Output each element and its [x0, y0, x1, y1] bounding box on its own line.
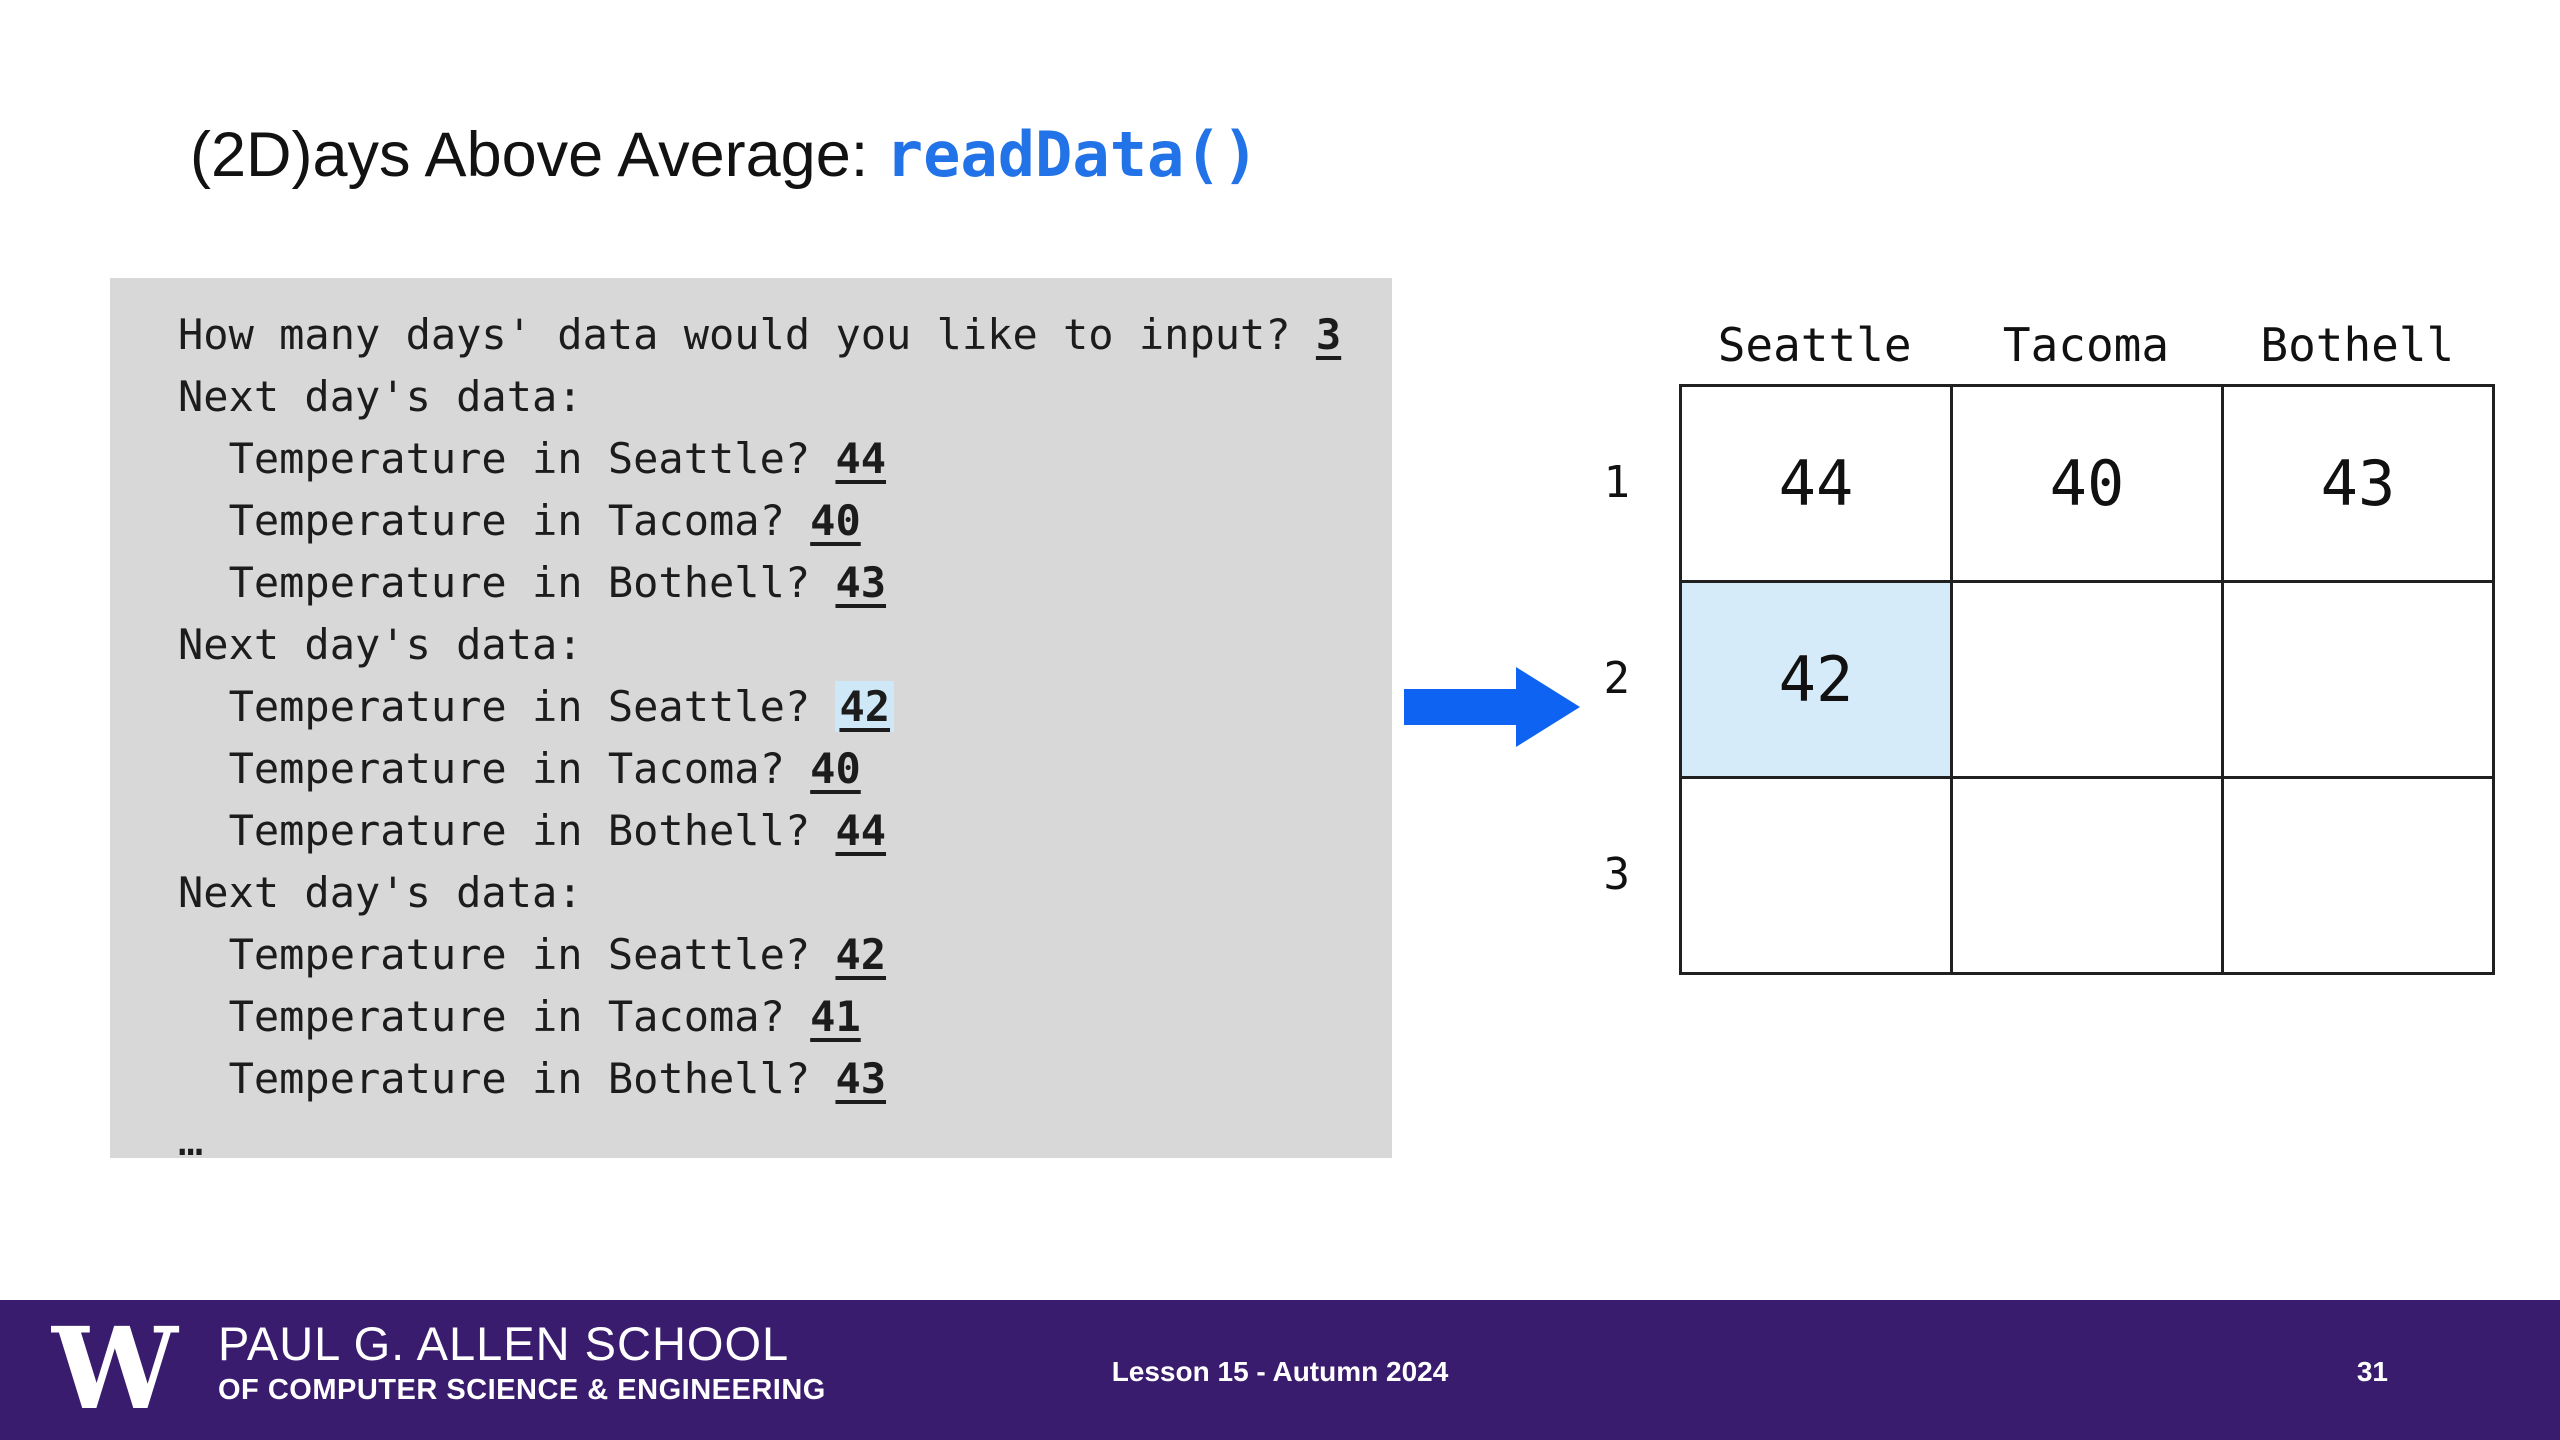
lesson-label: Lesson 15 - Autumn 2024: [1111, 1356, 1449, 1387]
grid-cell: [1679, 776, 1953, 975]
console-prompt: …: [178, 1116, 204, 1165]
console-input-value: 44: [835, 806, 887, 855]
uw-logo: W: [52, 1304, 178, 1435]
grid-row-label: 1: [1603, 456, 1631, 508]
temperature-grid: 44 40 43 42: [1679, 384, 2495, 975]
school-name-line1: PAUL G. ALLEN SCHOOL: [218, 1317, 790, 1370]
arrow-right-icon: [1404, 662, 1580, 752]
console-input-value: 41: [810, 992, 861, 1041]
grid-cell: [2221, 580, 2495, 779]
console-line: Next day's data:: [178, 614, 1392, 676]
console-prompt: Temperature in Seattle?: [178, 434, 836, 483]
console-line: Temperature in Tacoma? 41: [178, 986, 1392, 1048]
console-prompt: Temperature in Seattle?: [178, 682, 836, 731]
console-line: Temperature in Seattle? 44: [178, 428, 1392, 490]
console-input-value: 40: [810, 744, 861, 793]
footer-bar: W PAUL G. ALLEN SCHOOL OF COMPUTER SCIEN…: [0, 1300, 2560, 1440]
console-prompt: Next day's data:: [178, 620, 583, 669]
console-input-value: 42: [835, 681, 895, 732]
grid-column-header: Seattle: [1717, 318, 1912, 372]
grid-column-header: Bothell: [2260, 318, 2455, 372]
grid-cell: [1950, 580, 2224, 779]
console-prompt: Temperature in Tacoma?: [178, 496, 811, 545]
grid-cell: 44: [1679, 384, 1953, 583]
grid-column-headers: Seattle Tacoma Bothell: [1679, 318, 2493, 378]
console-prompt: Temperature in Bothell?: [178, 1054, 836, 1103]
console-prompt: Temperature in Tacoma?: [178, 992, 811, 1041]
grid-cell: [1950, 776, 2224, 975]
console-line: How many days' data would you like to in…: [178, 304, 1392, 366]
grid-row-label: 2: [1603, 652, 1631, 704]
console-line: Next day's data:: [178, 366, 1392, 428]
grid-row-labels: 1 2 3: [1560, 384, 1640, 972]
console-input-value: 40: [810, 496, 861, 545]
console-prompt: Temperature in Bothell?: [178, 558, 836, 607]
console-prompt: Temperature in Tacoma?: [178, 744, 811, 793]
grid-cell: 43: [2221, 384, 2495, 583]
console-line: Temperature in Bothell? 44: [178, 800, 1392, 862]
console-input-value: 43: [835, 1054, 887, 1103]
console-line: Next day's data:: [178, 862, 1392, 924]
grid-cell: 42: [1679, 580, 1953, 779]
slide-title-code: readData(): [885, 118, 1260, 191]
grid-row: 42: [1679, 580, 2495, 779]
grid-cell: [2221, 776, 2495, 975]
console-prompt: How many days' data would you like to in…: [178, 310, 1316, 359]
console-line: Temperature in Seattle? 42: [178, 924, 1392, 986]
arrow-shape: [1404, 667, 1580, 747]
console-line: Temperature in Seattle? 42: [178, 676, 1392, 738]
console-output: How many days' data would you like to in…: [110, 278, 1392, 1165]
page-number: 31: [2356, 1356, 2388, 1387]
grid-row-label: 3: [1603, 848, 1631, 900]
slide-title: (2D)ays Above Average: readData(): [190, 118, 1259, 218]
console-input-value: 44: [835, 434, 887, 483]
slide-title-text: (2D)ays Above Average:: [190, 120, 886, 190]
console-input-value: 43: [835, 558, 887, 607]
console-line: Temperature in Tacoma? 40: [178, 490, 1392, 552]
console-line: Temperature in Tacoma? 40: [178, 738, 1392, 800]
console-prompt: Temperature in Seattle?: [178, 930, 836, 979]
console-line: …: [178, 1110, 1392, 1172]
console-line: Temperature in Bothell? 43: [178, 552, 1392, 614]
console-input-value: 42: [835, 930, 887, 979]
console-prompt: Next day's data:: [178, 372, 583, 421]
grid-row: [1679, 776, 2495, 975]
grid-cell: 40: [1950, 384, 2224, 583]
grid-row: 44 40 43: [1679, 384, 2495, 583]
school-name-line2: OF COMPUTER SCIENCE & ENGINEERING: [218, 1374, 826, 1406]
console-prompt: Next day's data:: [178, 868, 583, 917]
grid-column-header: Tacoma: [2002, 318, 2170, 372]
school-name: PAUL G. ALLEN SCHOOL OF COMPUTER SCIENCE…: [218, 1316, 826, 1408]
console-line: Temperature in Bothell? 43: [178, 1048, 1392, 1110]
console-prompt: Temperature in Bothell?: [178, 806, 836, 855]
console-input-value: 3: [1315, 310, 1342, 359]
